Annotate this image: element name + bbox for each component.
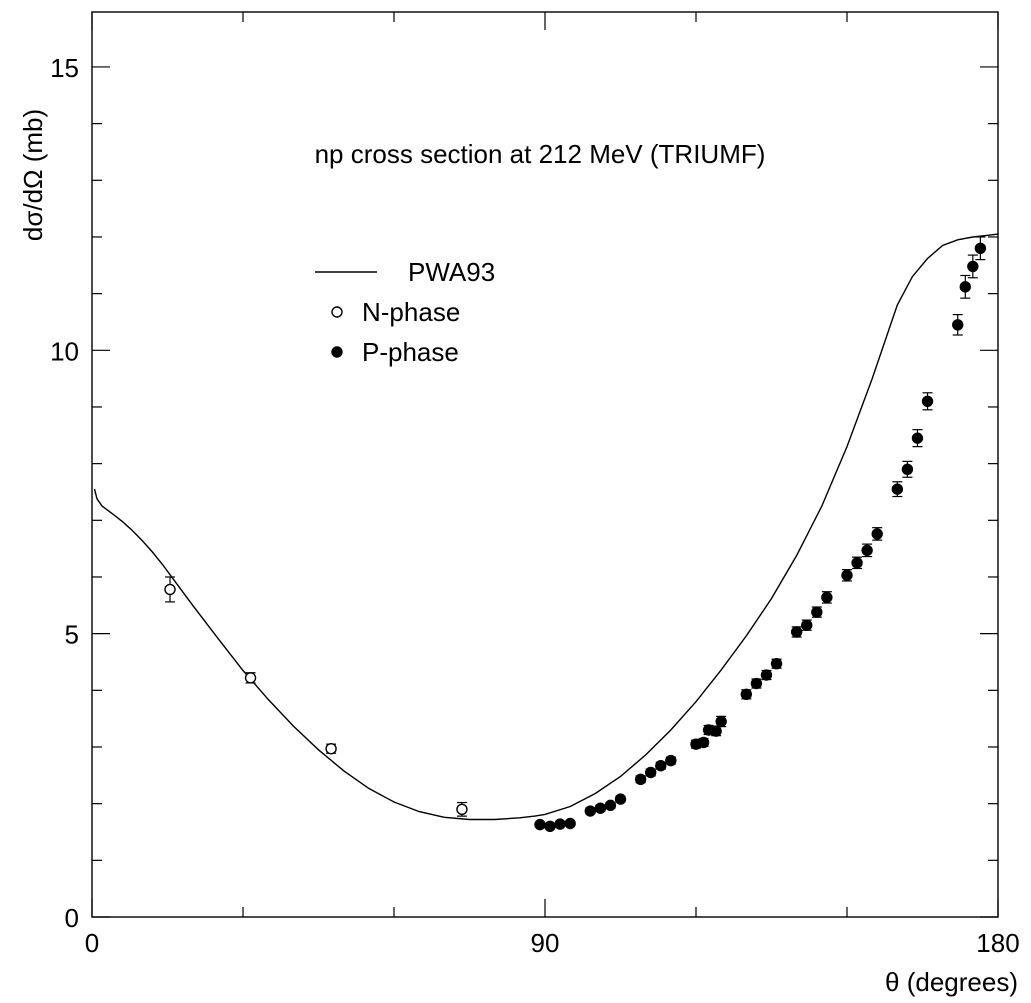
p-phase-point	[634, 773, 647, 785]
y-tick-label: 5	[65, 620, 79, 650]
p-phase-point	[974, 242, 987, 254]
x-tick-label: 180	[976, 928, 1019, 958]
x-axis-label: θ (degrees)	[885, 967, 1018, 997]
p-phase-point	[544, 820, 556, 833]
n-phase-point	[325, 742, 337, 755]
n-phase-point	[456, 803, 468, 816]
p-phase-point	[740, 688, 753, 700]
legend-label: N-phase	[362, 297, 460, 327]
pwa93-curve	[93, 233, 999, 821]
p-phase-point	[604, 799, 617, 812]
p-phase-point	[959, 281, 971, 293]
y-tick-label: 15	[50, 53, 79, 83]
p-phase-point	[851, 557, 863, 569]
p-phase-point	[614, 793, 627, 805]
plot-series	[93, 233, 999, 833]
p-phase-point	[952, 319, 964, 331]
p-phase-point	[871, 528, 883, 540]
legend-label: PWA93	[408, 257, 495, 287]
p-phase-point	[710, 725, 722, 737]
x-tick-label: 90	[531, 928, 560, 958]
p-phase-point	[665, 754, 677, 767]
p-phase-point	[801, 619, 813, 631]
p-phase-point	[861, 544, 873, 557]
p-phase-point	[584, 805, 596, 817]
p-phase-point	[534, 818, 546, 831]
p-phase-point	[841, 569, 853, 581]
p-phase-point	[770, 657, 783, 670]
n-phase-point	[164, 583, 176, 596]
y-tick-label: 0	[65, 903, 79, 933]
p-phase-point	[901, 463, 914, 476]
p-phase-point	[811, 606, 823, 618]
legend: PWA93 N-phase P-phase	[315, 257, 495, 367]
p-phase-point	[594, 802, 607, 814]
p-phase-point	[911, 432, 924, 444]
y-tick-label: 10	[50, 336, 79, 366]
p-phase-point	[750, 677, 763, 690]
p-phase-point	[645, 766, 657, 779]
axes: 0 5 10 15 0 90 180	[50, 11, 1020, 958]
p-phase-point	[564, 817, 576, 830]
p-phase-point	[967, 260, 979, 273]
x-tick-label: 0	[85, 928, 99, 958]
p-phase-point	[790, 626, 803, 638]
p-phase-point	[760, 669, 773, 681]
p-phase-point	[554, 818, 566, 830]
n-phase-point	[244, 672, 257, 684]
p-phase-point	[921, 395, 934, 408]
chart-title: np cross section at 212 MeV (TRIUMF)	[315, 139, 766, 169]
p-phase-point	[697, 736, 710, 749]
legend-label: P-phase	[362, 337, 459, 367]
p-phase-point	[715, 715, 727, 728]
legend-filled-circle-swatch	[331, 346, 343, 358]
p-phase-point	[821, 591, 833, 604]
p-phase-point	[655, 759, 667, 772]
legend-open-circle-swatch	[331, 306, 343, 318]
p-phase-point	[891, 483, 904, 495]
y-axis-label: dσ/dΩ (mb)	[18, 109, 48, 241]
